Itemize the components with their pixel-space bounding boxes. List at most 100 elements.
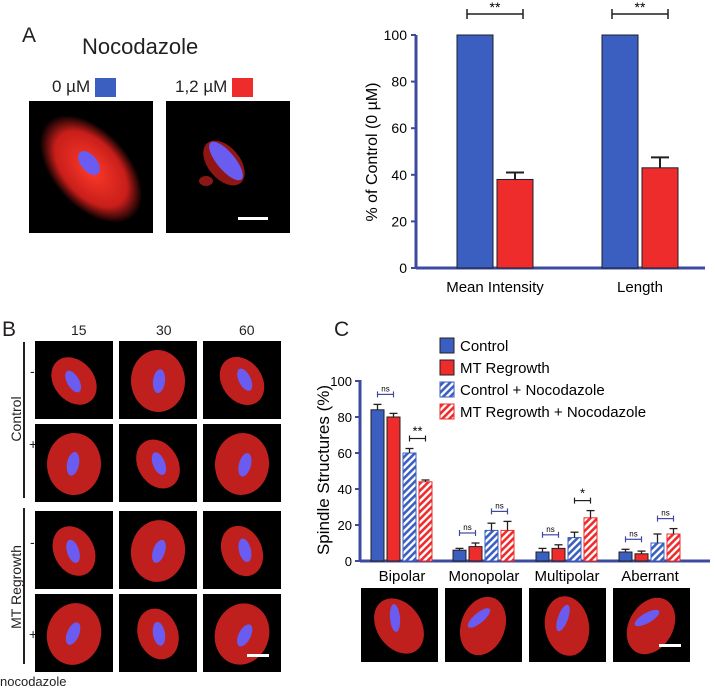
group-bracket-mt-regrowth xyxy=(23,508,25,664)
micrograph-b-2-0 xyxy=(35,511,113,589)
micrograph-b-1-2 xyxy=(203,424,281,502)
micrograph-b-3-2 xyxy=(203,594,281,672)
chart-c-bar-3-3 xyxy=(666,533,681,562)
micrograph-b-0-0 xyxy=(35,341,113,419)
chart-c-xlabel-3: Aberrant xyxy=(621,568,679,585)
micrograph-nocodazole xyxy=(166,101,290,233)
chart-c-ytick-label-1: 20 xyxy=(338,518,352,533)
scale-bar-b xyxy=(247,654,269,657)
chart-a-xlabel-0: Mean Intensity xyxy=(446,279,544,296)
micrograph-b-0-2 xyxy=(203,341,281,419)
chart-c-bar-0-3 xyxy=(418,481,433,562)
chart-c-bar-3-0 xyxy=(618,551,633,562)
group-label-mt-regrowth: MT Regrowth xyxy=(8,545,24,629)
chart-c-bar-1-0 xyxy=(452,549,467,562)
micrograph-control xyxy=(29,101,153,233)
chart-c-y-label: Spindle Structures (%) xyxy=(314,385,333,555)
chart-a-sig-label-0: ** xyxy=(490,0,501,15)
chart-c-legend-label-1: MT Regrowth xyxy=(460,360,550,377)
chart-a-ytick-label-3: 60 xyxy=(391,120,407,136)
micrograph-b-3-1 xyxy=(119,594,197,672)
panel-b-letter: B xyxy=(2,318,17,341)
chart-c-bar-2-1 xyxy=(551,547,566,562)
chart-c-xlabel-1: Monopolar xyxy=(449,568,520,585)
chart-c-bar-3-2 xyxy=(650,542,665,562)
nocodazole-axis-label: nocodazole xyxy=(0,674,67,689)
structure-thumbnail-multipolar xyxy=(529,588,606,662)
chart-c-bar-1-3 xyxy=(500,529,515,562)
chart-c-legend-label-2: Control + Nocodazole xyxy=(460,382,605,399)
structure-thumbnail-aberrant xyxy=(613,588,690,662)
scale-bar-a xyxy=(238,217,268,220)
chart-c-bar-3-1 xyxy=(634,553,649,562)
chart-c-bar-1-2 xyxy=(484,529,499,562)
chart-c-sig-label-2-1: * xyxy=(580,486,585,501)
chart-a-bar-1-1 xyxy=(641,167,679,269)
chart-c-sig-label-0-0: ns xyxy=(381,384,389,393)
chart-c-legend-label-3: MT Regrowth + Nocodazole xyxy=(460,404,646,421)
chart-c-bar-0-2 xyxy=(402,452,417,562)
chart-a-sig-label-1: ** xyxy=(635,0,646,15)
chart-c-legend-swatch-2 xyxy=(439,381,455,398)
chart-a-bar-1-0 xyxy=(601,34,639,269)
row-sign-control-plus: + xyxy=(29,436,38,452)
scale-bar-c xyxy=(659,644,681,647)
panel-a-drug-title: Nocodazole xyxy=(82,34,199,59)
timepoint-30: 30 xyxy=(156,322,172,338)
chart-c-sig-label-0-1: ** xyxy=(412,424,422,439)
row-sign-mt-plus: + xyxy=(29,626,38,642)
chart-a-bar-0-0 xyxy=(456,34,494,269)
chart-a-ytick-label-0: 0 xyxy=(399,260,407,276)
row-sign-mt-minus: - xyxy=(30,534,35,550)
chart-c-sig-label-3-0: ns xyxy=(629,529,637,538)
chart-a-ytick-label-5: 100 xyxy=(384,27,408,43)
condition-1-label: 1,2 µM xyxy=(175,77,254,98)
micrograph-b-2-2 xyxy=(203,511,281,589)
micrograph-b-0-1 xyxy=(119,341,197,419)
chart-a-ytick-label-4: 80 xyxy=(391,74,407,90)
chart-c-ytick-label-5: 100 xyxy=(330,374,352,389)
chart-c-bar-2-0 xyxy=(535,551,550,562)
condition-0-label: 0 µM xyxy=(52,77,116,98)
row-sign-control-minus: - xyxy=(30,363,35,379)
chart-c-sig-label-1-1: ns xyxy=(495,501,503,510)
micrograph-b-2-1 xyxy=(119,511,197,589)
micrograph-b-1-0 xyxy=(35,424,113,502)
micrograph-b-1-1 xyxy=(119,424,197,502)
chart-c-legend-label-0: Control xyxy=(460,338,508,355)
chart-c-bar-0-0 xyxy=(370,409,385,562)
timepoint-60: 60 xyxy=(239,322,255,338)
chart-c-sig-label-2-0: ns xyxy=(546,525,554,534)
chart-a-xlabel-1: Length xyxy=(617,279,663,296)
chart-c-sig-label-3-1: ns xyxy=(661,509,669,518)
chart-a-y-label: % of Control (0 µM) xyxy=(364,82,381,221)
chart-a: % of Control (0 µM) 0 20 40 60 80 100 Mean Int… xyxy=(364,0,705,296)
structure-thumbnail-monopolar xyxy=(445,588,522,662)
chart-a-ytick-label-2: 40 xyxy=(391,167,407,183)
chart-c-xlabel-0: Bipolar xyxy=(379,568,426,585)
chart-c-legend-swatch-3 xyxy=(439,403,455,420)
panel-a-letter: A xyxy=(22,24,37,47)
chart-c-ytick-label-3: 60 xyxy=(338,446,352,461)
group-label-control: Control xyxy=(8,396,24,442)
chart-c-bar-0-1 xyxy=(386,416,401,562)
condition-1-swatch xyxy=(232,78,254,98)
chart-c-bar-1-1 xyxy=(468,546,483,562)
timepoint-15: 15 xyxy=(71,322,87,338)
chart-c-legend-swatch-0 xyxy=(439,337,455,354)
condition-1-text: 1,2 µM xyxy=(175,77,228,96)
chart-c-ytick-label-4: 80 xyxy=(338,410,352,425)
panel-c-letter: C xyxy=(334,318,350,341)
condition-0-swatch xyxy=(94,78,116,98)
chart-a-ytick-label-1: 20 xyxy=(391,213,407,229)
chart-c-ytick-label-2: 40 xyxy=(338,482,352,497)
chart-a-bar-0-1 xyxy=(496,178,534,269)
condition-0-text: 0 µM xyxy=(52,77,91,96)
chart-c-ytick-label-0: 0 xyxy=(345,554,352,569)
micrograph-b-3-0 xyxy=(35,594,113,672)
chart-c-sig-label-1-0: ns xyxy=(463,523,471,532)
chart-c-legend-swatch-1 xyxy=(439,359,455,376)
structure-thumbnail-bipolar xyxy=(361,588,438,662)
chart-c: Spindle Structures (%) 0 20 40 60 80 100 Bipol… xyxy=(314,337,710,585)
group-bracket-control xyxy=(23,342,25,498)
